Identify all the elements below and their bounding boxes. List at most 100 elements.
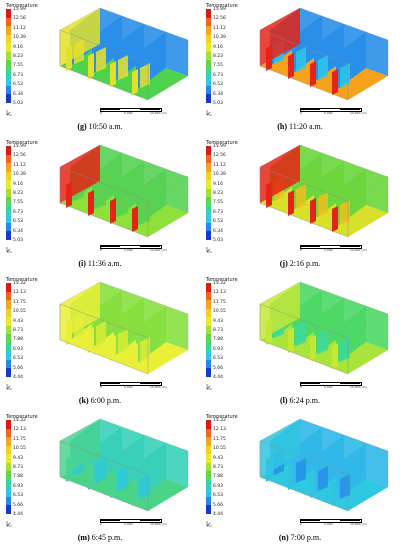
scale-label: 5.000	[124, 522, 133, 526]
legend-tick: 7.55	[213, 200, 224, 206]
front-pier	[88, 190, 94, 216]
front-pier	[132, 69, 138, 95]
legend-tick: 9.43	[13, 455, 24, 461]
scale-label: 10.000 (m)	[150, 522, 167, 526]
legend-tick: 10.39	[213, 172, 226, 178]
legend-tick: 9.16	[13, 44, 24, 50]
temperature-patch	[118, 192, 128, 217]
legend-tick: 13.99	[13, 7, 26, 12]
scale-label: 10.000 (m)	[150, 111, 167, 115]
legend-tick: 11.12	[13, 162, 26, 168]
panel-caption: (l) 6:24 p.m.	[200, 396, 400, 405]
legend-colorbar	[6, 283, 11, 377]
legend-tick: 6.73	[13, 72, 24, 78]
legend-tick: 13.99	[213, 7, 226, 12]
legend-tick: 13.99	[13, 144, 26, 149]
legend-tick: 8.23	[13, 191, 24, 196]
front-pier	[332, 343, 338, 369]
panel-h: Temperature 13.99 12.56 11.12 10.39 9.16 8.23 7…	[200, 0, 400, 137]
legend-tick: 5.03	[213, 101, 224, 106]
end-wall	[260, 282, 300, 340]
panel-caption: (g) 10:50 a.m.	[0, 122, 200, 131]
legend-tick: 5.66	[13, 365, 24, 371]
building-model	[259, 281, 389, 375]
building-model	[59, 7, 189, 101]
building-model	[259, 418, 389, 512]
legend-tick: 10.55	[13, 309, 26, 315]
legend-tick: 6.93	[13, 346, 24, 352]
front-pier	[288, 190, 294, 216]
front-pier	[288, 464, 294, 490]
legend-tick: 7.88	[213, 337, 224, 343]
legend-tick: 12.13	[13, 427, 26, 433]
panel-caption: (m) 6:45 p.m.	[0, 533, 200, 542]
legend-title: Temperature	[206, 277, 238, 283]
end-wall	[60, 419, 100, 477]
legend-tick: 7.55	[13, 200, 24, 206]
temperature-patch	[340, 200, 350, 225]
legend-tick: 6.34	[13, 91, 24, 97]
legend-tick: 6.34	[13, 228, 24, 234]
scale-bar: 0 5.000 10.000 (m)	[300, 108, 370, 116]
temperature-patch	[96, 321, 106, 346]
legend-tick: 5.66	[13, 502, 24, 508]
front-pier	[132, 206, 138, 232]
scale-label: 5.000	[324, 248, 333, 252]
scale-bar: 0 5.000 10.000 (m)	[300, 382, 370, 390]
axes-triad-icon	[206, 519, 214, 529]
temperature-patch	[296, 458, 306, 483]
legend-tick: 6.53	[213, 493, 224, 499]
legend-tick: 6.53	[13, 493, 24, 499]
panel-letter: (h)	[277, 122, 288, 131]
panel-g: Temperature 13.99 12.56 11.12 10.39 9.16 8.23 7…	[0, 0, 200, 137]
panel-time: 11:20 a.m.	[287, 122, 323, 131]
panel-caption: (n) 7:00 p.m.	[200, 533, 400, 542]
scale-label: 0	[300, 522, 302, 526]
legend-colorbar	[206, 420, 211, 514]
front-pier	[132, 343, 138, 369]
legend-tick: 13.32	[213, 281, 226, 286]
temperature-patch	[340, 63, 350, 88]
end-wall	[260, 419, 300, 477]
panel-letter: (j)	[279, 259, 288, 268]
scale-label: 10.000 (m)	[150, 248, 167, 252]
legend-tick: 7.55	[213, 63, 224, 69]
temperature-patch	[296, 184, 306, 209]
scale-label: 10.000 (m)	[350, 385, 367, 389]
panel-caption: (i) 11:36 a.m.	[0, 259, 200, 268]
legend-tick: 9.16	[13, 181, 24, 187]
building-model	[259, 144, 389, 238]
legend-tick: 12.13	[213, 290, 226, 296]
legend-colorbar	[6, 420, 11, 514]
front-pier	[332, 69, 338, 95]
panel-time: 6:00 p.m.	[88, 396, 122, 405]
temperature-patch	[296, 321, 306, 346]
front-pier	[288, 327, 294, 353]
scale-bar: 0 5.000 10.000 (m)	[100, 519, 170, 527]
legend-tick: 12.56	[13, 153, 26, 159]
legend-tick: 5.66	[213, 502, 224, 508]
legend-tick: 11.75	[13, 299, 26, 305]
axes-triad-icon	[206, 108, 214, 118]
legend-tick: 6.34	[213, 228, 224, 234]
axes-triad-icon	[6, 108, 14, 118]
legend-tick: 8.23	[13, 54, 24, 59]
legend-tick: 5.03	[13, 101, 24, 106]
legend-tick: 9.43	[213, 318, 224, 324]
legend-tick: 7.55	[13, 63, 24, 69]
temperature-patch	[96, 184, 106, 209]
axes-triad-icon	[6, 245, 14, 255]
legend-tick: 11.75	[13, 436, 26, 442]
legend-tick: 6.73	[213, 72, 224, 78]
panel-caption: (h) 11:20 a.m.	[200, 122, 400, 131]
temperature-patch	[140, 337, 150, 362]
legend-tick: 4.44	[213, 375, 224, 380]
legend-tick: 9.16	[213, 44, 224, 50]
building-model	[59, 418, 189, 512]
scale-label: 0	[300, 111, 302, 115]
panel-i: Temperature 13.99 12.56 11.12 10.39 9.16 8.23 7…	[0, 137, 200, 274]
temperature-patch	[140, 474, 150, 499]
end-wall	[260, 145, 300, 203]
legend-colorbar	[6, 9, 11, 103]
building-model	[59, 281, 189, 375]
